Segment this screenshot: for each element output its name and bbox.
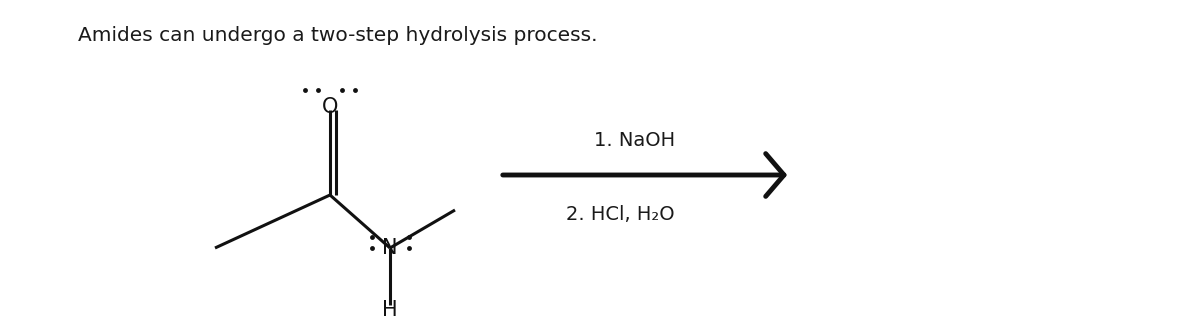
Text: 2. HCl, H₂O: 2. HCl, H₂O bbox=[565, 206, 674, 224]
Text: H: H bbox=[382, 300, 398, 320]
Text: O: O bbox=[322, 97, 338, 117]
Text: 1. NaOH: 1. NaOH bbox=[594, 130, 676, 149]
Text: N: N bbox=[383, 238, 397, 258]
Text: Amides can undergo a two-step hydrolysis process.: Amides can undergo a two-step hydrolysis… bbox=[78, 26, 598, 46]
